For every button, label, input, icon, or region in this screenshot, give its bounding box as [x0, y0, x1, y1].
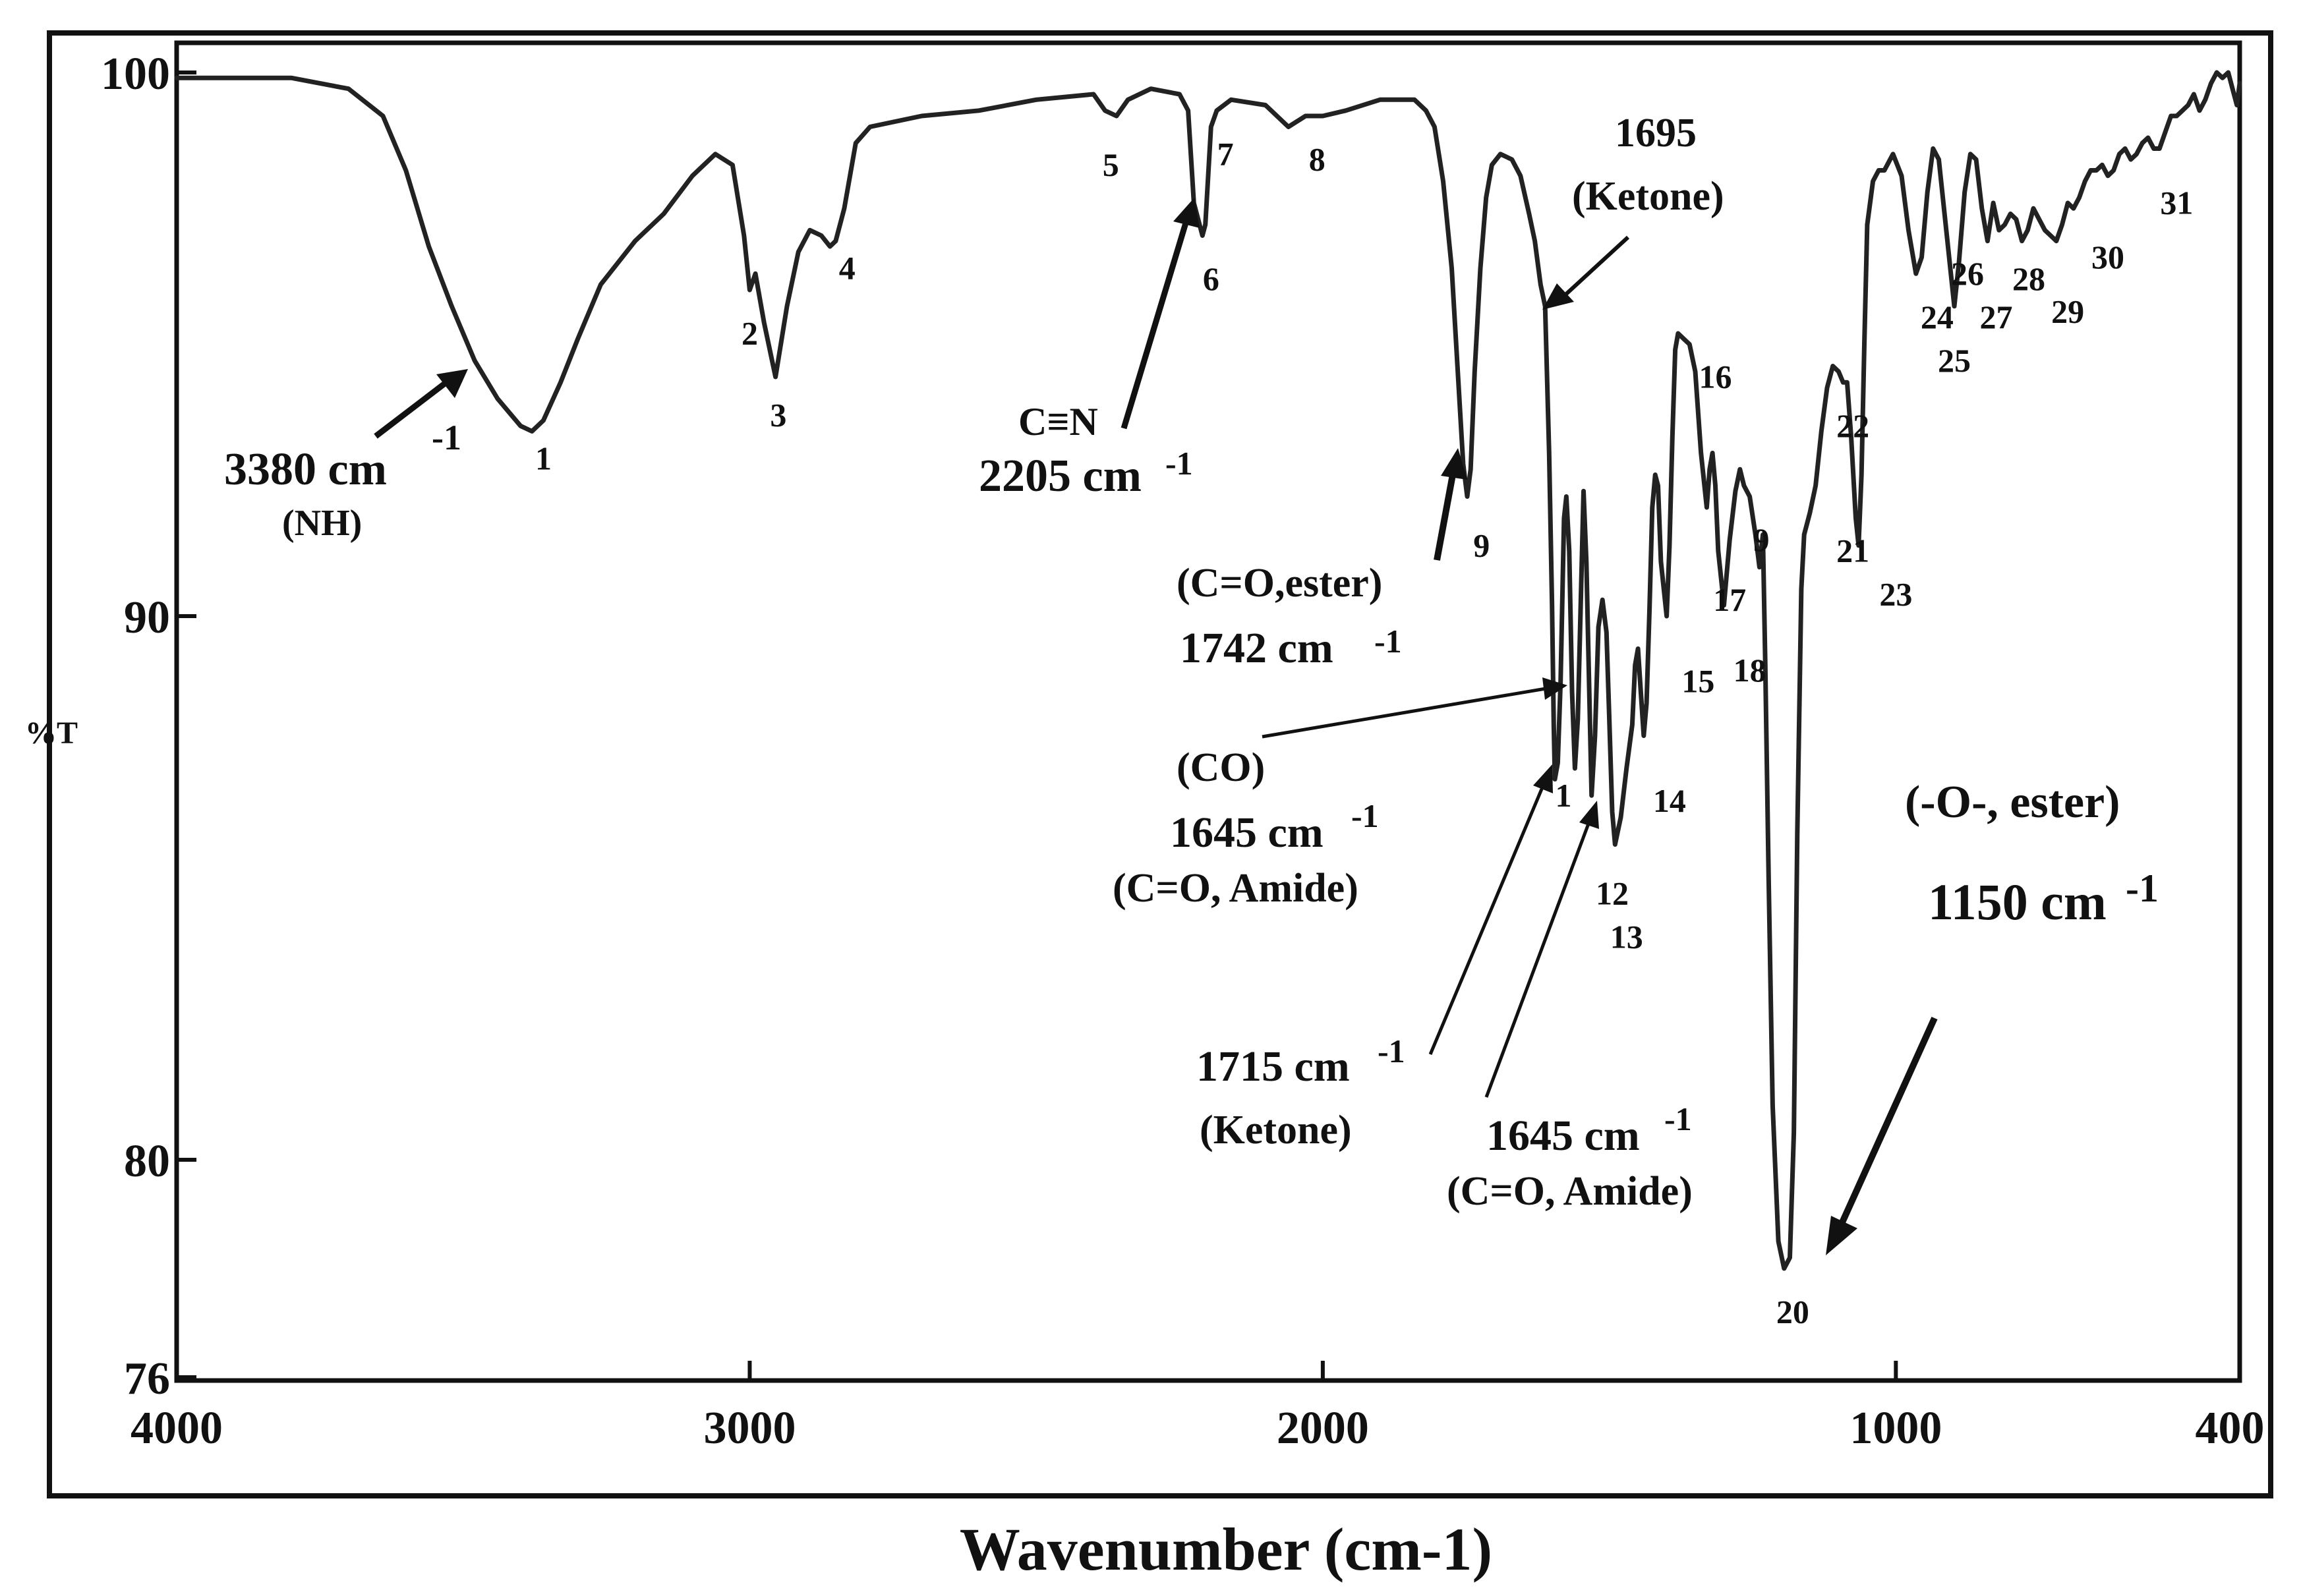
x-tick-label: 4000 — [131, 1403, 223, 1454]
arrow-ether — [1839, 1016, 1938, 1224]
peak-label: 4 — [839, 250, 856, 287]
y-axis-label: %T — [25, 716, 78, 751]
peak-label: 25 — [1938, 342, 1971, 379]
arrow-1645b — [1484, 823, 1590, 1098]
peak-label: 2 — [742, 315, 758, 352]
svg-text:-1: -1 — [2126, 867, 2159, 910]
peak-label: 21 — [1836, 532, 1869, 569]
svg-text:(C=O,ester): (C=O,ester) — [1177, 561, 1382, 606]
svg-text:(C=O, Amide): (C=O, Amide) — [1113, 866, 1358, 911]
x-axis-label: Wavenumber (cm-1) — [960, 1516, 1492, 1583]
svg-text:-1: -1 — [1351, 797, 1379, 834]
peak-label: 29 — [2051, 293, 2084, 330]
svg-text:1742 cm: 1742 cm — [1180, 624, 1333, 672]
arrowhead-1695 — [1542, 283, 1574, 310]
peak-label: 9 — [1473, 527, 1490, 563]
peak-label: 24 — [1921, 299, 1954, 335]
peak-label: 17 — [1713, 581, 1746, 618]
arrowhead-cn — [1173, 198, 1200, 228]
svg-text:1150 cm: 1150 cm — [1928, 873, 2107, 930]
peak-label: 16 — [1699, 358, 1732, 395]
svg-text:1695: 1695 — [1615, 111, 1697, 156]
svg-text:-1: -1 — [1374, 623, 1402, 660]
annotation-ester: (C=O,ester) 1742 cm -1 — [1177, 561, 1402, 672]
svg-text:1645 cm: 1645 cm — [1486, 1112, 1640, 1160]
peak-label: 20 — [1776, 1294, 1809, 1330]
annotation-cn: C≡N 2205 cm -1 — [979, 400, 1193, 501]
peak-label: 6 — [1203, 260, 1219, 297]
svg-text:(Ketone): (Ketone) — [1200, 1108, 1352, 1153]
arrow-1715 — [1428, 787, 1544, 1055]
peak-label: 12 — [1596, 874, 1629, 911]
arrowhead-co — [1542, 677, 1567, 700]
svg-text:C≡N: C≡N — [1018, 400, 1098, 443]
arrowhead-1715 — [1533, 764, 1553, 793]
plot-frame — [174, 40, 2242, 1383]
svg-text:(-O-, ester): (-O-, ester) — [1905, 777, 2120, 828]
y-tick-label: 90 — [124, 592, 170, 643]
annotation-1715: 1715 cm -1 (Ketone) — [1196, 1033, 1405, 1153]
svg-text:2205 cm: 2205 cm — [979, 451, 1142, 501]
svg-text:3380 cm: 3380 cm — [224, 444, 387, 495]
annotation-nh: 3380 cm -1 (NH) — [224, 418, 461, 544]
peak-label: 30 — [2091, 239, 2124, 275]
peak-label: 1 — [535, 440, 552, 476]
annotation-1695: 1695 (Ketone) — [1572, 111, 1724, 219]
peak-label: 1 — [1556, 777, 1572, 814]
annotation-ether: (-O-, ester) 1150 cm -1 — [1905, 777, 2159, 930]
annotation-1645b: 1645 cm -1 (C=O, Amide) — [1447, 1100, 1693, 1214]
arrow-cn — [1121, 219, 1190, 430]
x-tick-label: 2000 — [1277, 1403, 1369, 1454]
y-tick-label: 100 — [101, 49, 170, 100]
arrow-1695 — [1561, 235, 1630, 299]
x-axis: 4000 3000 2000 1000 400 — [131, 1361, 2265, 1454]
peak-label: 13 — [1610, 918, 1643, 955]
peak-label: 22 — [1836, 407, 1869, 444]
arrowhead-ether — [1826, 1216, 1857, 1255]
peak-label: 3 — [770, 396, 786, 433]
x-tick-label: 1000 — [1850, 1403, 1942, 1454]
arrows — [374, 198, 1938, 1255]
outer-frame — [47, 30, 2273, 1498]
svg-text:1715 cm: 1715 cm — [1196, 1042, 1350, 1091]
peak-label: 5 — [1103, 146, 1119, 183]
svg-text:(NH): (NH) — [282, 503, 362, 544]
arrow-ester — [1434, 470, 1457, 561]
svg-text:-1: -1 — [1165, 445, 1193, 482]
peak-label: 27 — [1979, 299, 2012, 335]
svg-text:(C=O, Amide): (C=O, Amide) — [1447, 1169, 1693, 1214]
peak-label: 7 — [1217, 135, 1234, 172]
arrow-nh — [374, 378, 450, 439]
svg-text:-1: -1 — [1664, 1100, 1692, 1137]
peak-label: 31 — [2160, 185, 2193, 221]
svg-text:-1: -1 — [1378, 1033, 1405, 1069]
arrow-co — [1262, 687, 1546, 739]
annotation-co: (CO) 1645 cm -1 (C=O, Amide) — [1113, 745, 1379, 911]
x-tick-label: 3000 — [703, 1403, 796, 1454]
y-tick-label: 80 — [124, 1136, 170, 1187]
arrowhead-1645b — [1579, 801, 1599, 829]
peak-label: 26 — [1951, 255, 1984, 292]
peak-label: 23 — [1879, 576, 1912, 613]
y-axis: 100 90 80 76 — [101, 49, 196, 1404]
y-tick-label: 76 — [124, 1354, 170, 1404]
arrowhead-ester — [1441, 448, 1467, 480]
svg-text:1645 cm: 1645 cm — [1170, 809, 1324, 857]
peak-label: 8 — [1309, 141, 1325, 178]
svg-text:(Ketone): (Ketone) — [1572, 174, 1724, 219]
peak-label: 18 — [1733, 652, 1766, 689]
arrowhead-nh — [436, 369, 468, 398]
peak-label: 15 — [1681, 663, 1714, 700]
peak-label: 9 — [1753, 521, 1770, 558]
peak-label: 14 — [1653, 782, 1686, 819]
spectrum-line — [174, 70, 2242, 1271]
x-tick-label: 400 — [2196, 1403, 2265, 1454]
svg-text:-1: -1 — [432, 418, 461, 457]
svg-text:(CO): (CO) — [1177, 745, 1265, 790]
peak-label: 28 — [2012, 260, 2045, 297]
